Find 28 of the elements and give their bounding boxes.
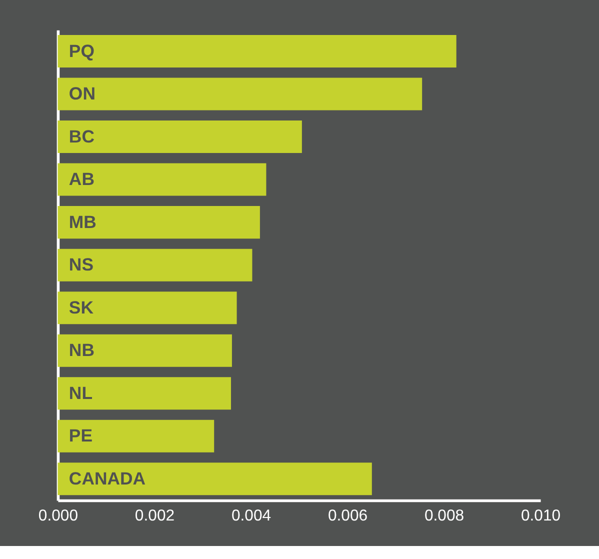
y-tick-label: PQ (68, 40, 95, 61)
x-tick-label: 0.006 (328, 507, 368, 524)
y-tick-label: NB (68, 340, 94, 360)
bar (58, 206, 260, 239)
x-tick-label: 0.010 (520, 507, 561, 524)
bar (58, 78, 422, 110)
y-tick-label: NS (68, 254, 94, 275)
bar (58, 377, 231, 410)
bar (58, 334, 232, 367)
x-tick-label: 0.004 (231, 507, 272, 524)
bar (58, 248, 252, 282)
y-tick-label: AB (68, 169, 94, 190)
bar (58, 120, 302, 154)
y-tick-label: BC (68, 126, 95, 146)
bar (58, 462, 372, 496)
y-tick-label: NL (68, 382, 93, 403)
y-tick-label: MB (68, 212, 96, 232)
y-tick-label: PE (68, 426, 93, 446)
y-tick-label: ON (68, 84, 96, 104)
x-tick-label: 0.000 (38, 507, 78, 524)
bar (58, 292, 237, 324)
bar (58, 163, 266, 196)
x-tick-label: 0.008 (424, 507, 464, 524)
y-tick-label: CANADA (68, 468, 146, 489)
y-tick-label: SK (68, 297, 94, 318)
bar (58, 34, 456, 68)
bar (58, 420, 214, 452)
x-tick-label: 0.002 (134, 507, 175, 524)
